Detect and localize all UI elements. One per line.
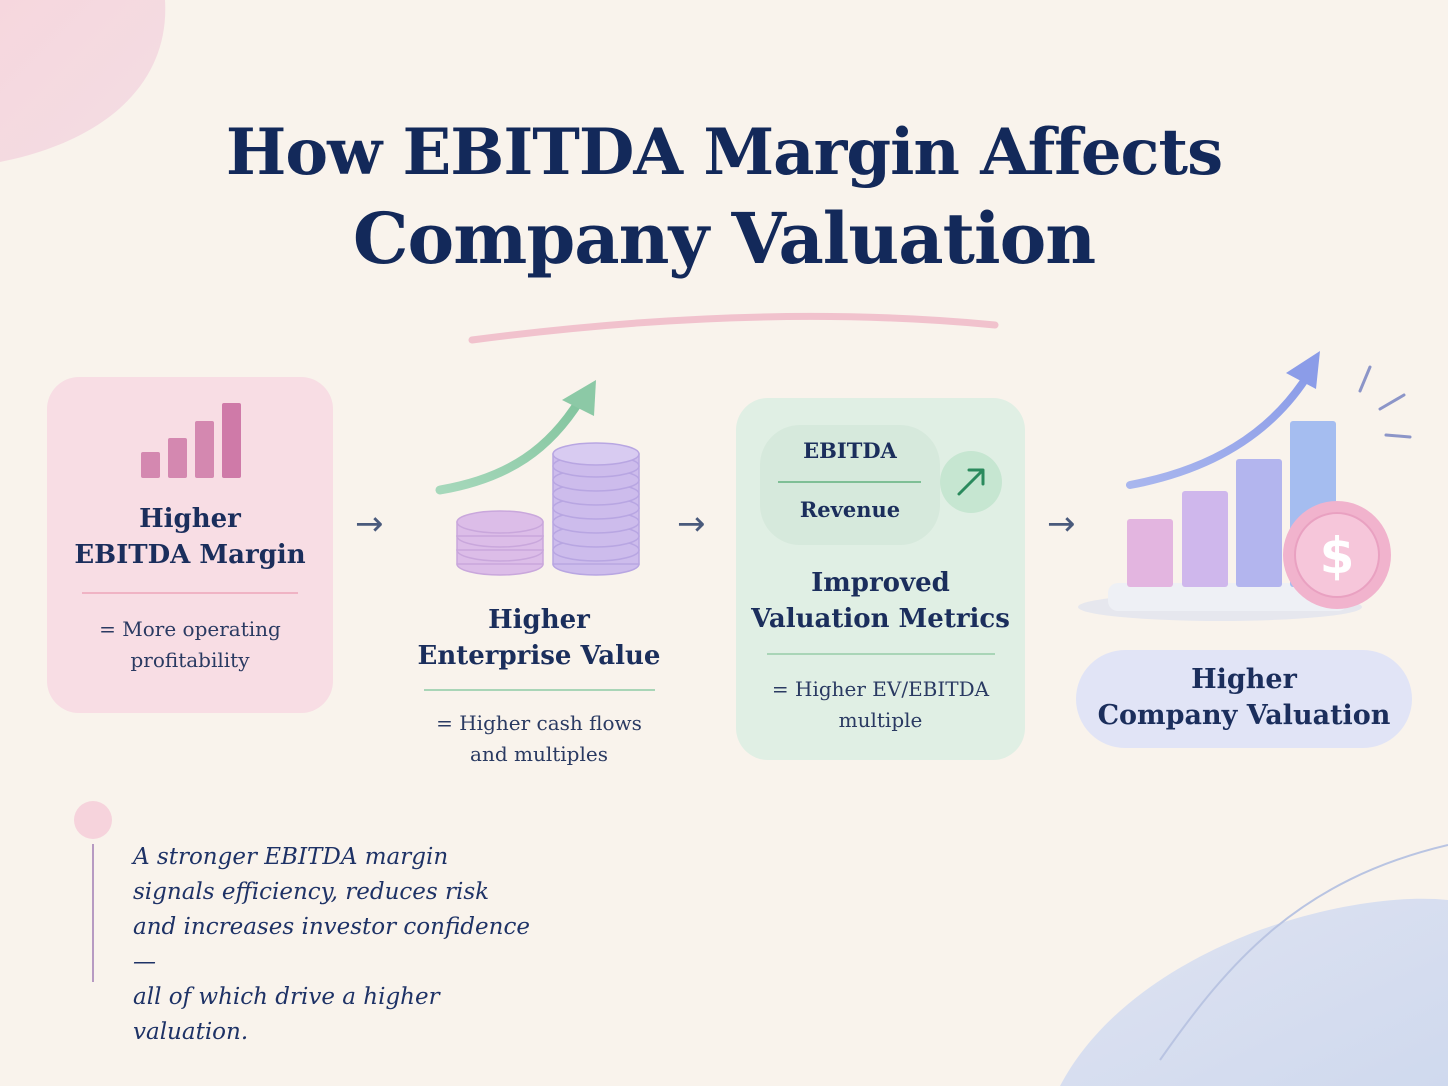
step-2-description: = Higher cash flows and multiples — [400, 708, 678, 770]
step-1-description: = More operating profitability — [47, 614, 333, 676]
step-3-desc-line-2: multiple — [838, 708, 923, 732]
flow-arrow-1: → — [355, 504, 384, 544]
step-1-divider — [82, 592, 298, 594]
step-2-heading-line-2: Enterprise Value — [417, 641, 661, 671]
step-3-heading-line-2: Valuation Metrics — [751, 604, 1010, 634]
step-3-desc-line-1: = Higher EV/EBITDA — [771, 677, 990, 701]
step-1-heading-line-2: EBITDA Margin — [74, 540, 306, 570]
formula-box — [760, 425, 940, 545]
step-3-description: = Higher EV/EBITDA multiple — [736, 674, 1025, 736]
growth-chart-dollar-icon: $ — [1078, 351, 1412, 621]
formula-denominator: Revenue — [799, 497, 901, 522]
step-3-divider — [767, 653, 995, 655]
quote-line-2: signals efficiency, reduces risk — [133, 879, 490, 905]
step-card-company-valuation — [1076, 650, 1412, 748]
flow-arrow-2: → — [677, 504, 706, 544]
trend-up-arrow-icon — [940, 451, 1002, 513]
step-2-heading: Higher Enterprise Value — [400, 602, 678, 674]
blue-corner-swirl — [1159, 844, 1448, 1061]
blue-corner-blob — [1060, 898, 1448, 1086]
title-underline — [468, 312, 999, 344]
step-1-desc-line-2: profitability — [130, 648, 250, 672]
step-3-heading: Improved Valuation Metrics — [736, 565, 1025, 637]
step-2-desc-line-1: = Higher cash flows — [436, 711, 642, 735]
step-1-heading: Higher EBITDA Margin — [47, 501, 333, 573]
quote-line-1: A stronger EBITDA margin — [133, 844, 449, 870]
step-4-heading-line-1: Higher — [1191, 664, 1297, 695]
quote-line-3: and increases investor confidence — — [133, 914, 530, 975]
step-2-desc-line-2: and multiples — [470, 742, 608, 766]
pink-corner-blob — [0, 0, 166, 162]
step-3-heading-line-1: Improved — [811, 568, 950, 598]
step-2-divider — [424, 689, 655, 691]
title-line-1: How EBITDA Margin Affects — [225, 115, 1223, 190]
summary-quote: A stronger EBITDA margin signals efficie… — [133, 840, 553, 1050]
step-4-heading-line-2: Company Valuation — [1097, 700, 1391, 731]
formula-fraction-line — [778, 481, 921, 483]
quote-marker — [74, 801, 112, 982]
coin-stack-icon — [435, 380, 640, 576]
step-1-heading-line-1: Higher — [139, 504, 241, 534]
svg-text:$: $ — [1320, 527, 1355, 585]
bar-chart-icon — [141, 403, 241, 478]
formula-numerator: EBITDA — [803, 438, 897, 463]
title-line-2: Company Valuation — [352, 197, 1096, 280]
page-title: How EBITDA Margin Affects Company Valuat… — [0, 110, 1448, 282]
quote-line-4: all of which drive a higher valuation. — [133, 984, 440, 1045]
step-2-heading-line-1: Higher — [488, 605, 590, 635]
step-card-ebitda-margin — [47, 377, 333, 713]
flow-arrow-3: → — [1047, 504, 1076, 544]
step-1-desc-line-1: = More operating — [99, 617, 281, 641]
step-4-heading: Higher Company Valuation — [1076, 662, 1412, 734]
